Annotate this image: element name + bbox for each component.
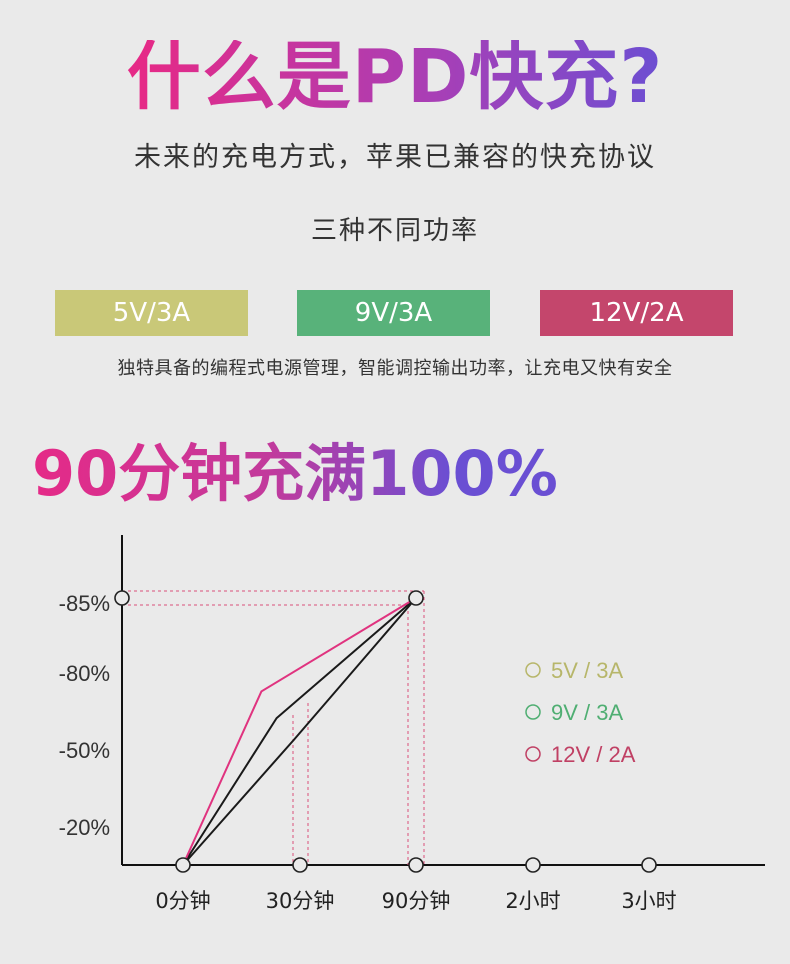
series-line-2 (182, 597, 417, 866)
charging-curve-chart: -20% -50% -80% -85% 0分钟 30分钟 90分钟 2小时 3小时 5V / 3A… (59, 535, 765, 913)
x-axis-marker (641, 857, 657, 873)
y-tick-label: -80% (59, 661, 110, 686)
page-title: 什么是PD快充? (0, 40, 790, 114)
endpoint-marker (408, 590, 424, 606)
legend-marker (525, 704, 541, 720)
page-subtitle: 未来的充电方式，苹果已兼容的快充协议 (134, 142, 656, 173)
x-axis-marker (292, 857, 308, 873)
x-tick-label: 2小时 (505, 889, 560, 913)
x-tick-label: 90分钟 (382, 889, 451, 913)
x-axis-marker (175, 857, 191, 873)
y-axis-marker-85 (114, 590, 130, 606)
powers-label: 三种不同功率 (310, 216, 479, 246)
x-tick-label: 3小时 (621, 889, 676, 913)
x-axis-marker (408, 857, 424, 873)
legend-marker (525, 746, 541, 762)
legend-label: 12V / 2A (551, 742, 636, 767)
description: 独特具备的编程式电源管理，智能调控输出功率，让充电又快有安全 (117, 358, 673, 379)
legend-label: 5V / 3A (551, 658, 623, 683)
legend-label: 9V / 3A (551, 700, 623, 725)
y-tick-label: -85% (59, 591, 110, 616)
series-line-1 (182, 597, 417, 866)
chart-headline: 90分钟充满100% (32, 437, 558, 510)
power-pill-5v3a: 5V/3A (55, 290, 248, 336)
power-pill-9v3a: 9V/3A (297, 290, 490, 336)
y-tick-label: -20% (59, 815, 110, 840)
x-axis-marker (525, 857, 541, 873)
series-line-0 (182, 597, 417, 866)
x-tick-label: 0分钟 (155, 889, 210, 913)
x-tick-label: 30分钟 (266, 889, 335, 913)
power-pill-12v2a: 12V/2A (540, 290, 733, 336)
legend-marker (525, 662, 541, 678)
y-tick-label: -50% (59, 738, 110, 763)
